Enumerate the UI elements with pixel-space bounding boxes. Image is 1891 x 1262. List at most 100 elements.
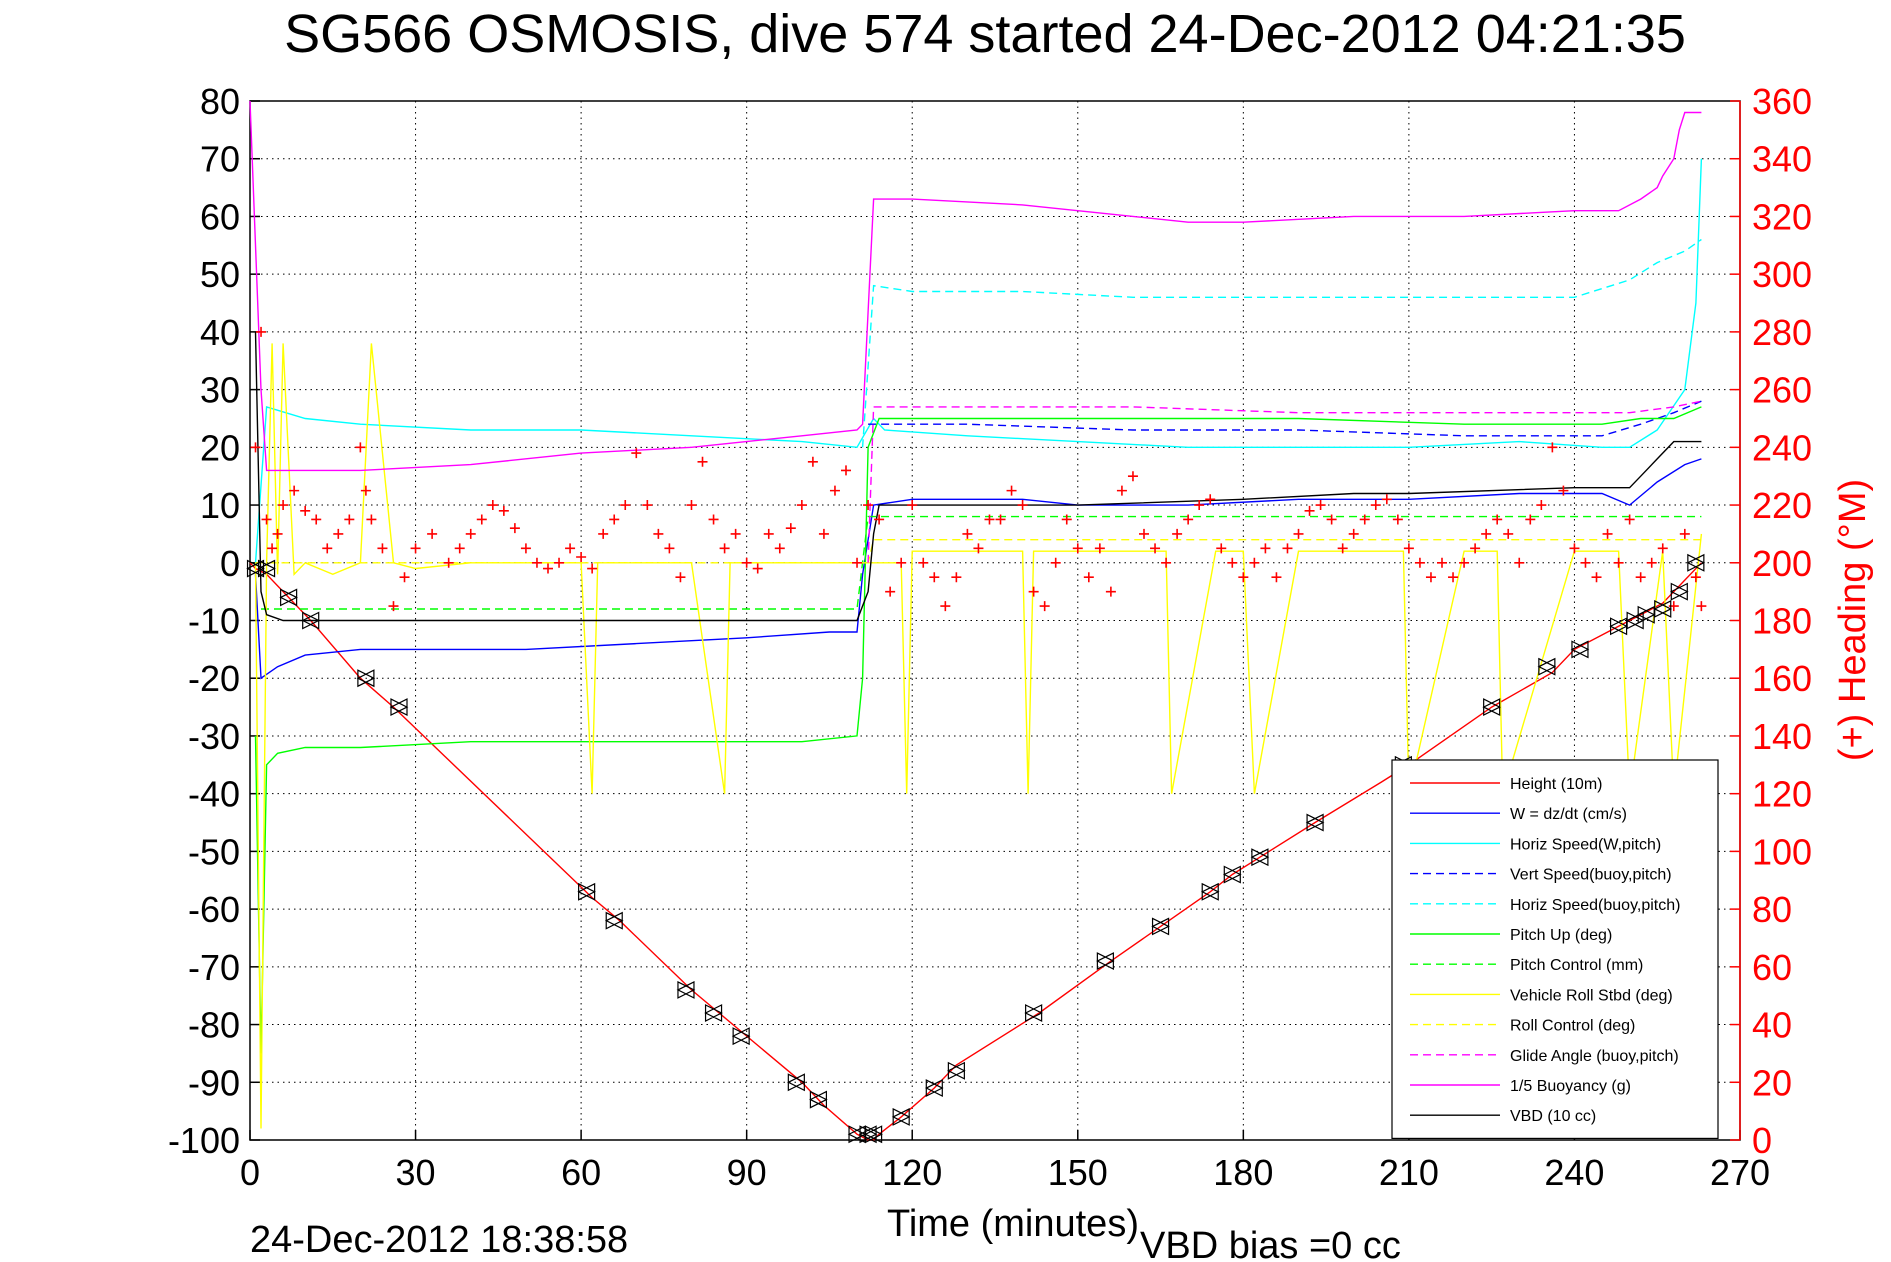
heading-point [686, 500, 697, 511]
heading-point [763, 528, 774, 539]
x-tick-label: 210 [1379, 1152, 1439, 1193]
y-tick-label: -10 [188, 601, 240, 642]
heading-point [520, 543, 531, 554]
x-tick-label: 120 [882, 1152, 942, 1193]
footer-timestamp: 24-Dec-2012 18:38:58 [250, 1219, 628, 1261]
x-axis-label: Time (minutes) [887, 1203, 1139, 1245]
heading-point [719, 543, 730, 554]
x-tick-label: 240 [1544, 1152, 1604, 1193]
heading-point [907, 500, 918, 511]
x-tick-label: 150 [1048, 1152, 1108, 1193]
vbd-marker [676, 980, 696, 999]
heading-point [543, 563, 553, 574]
heading-point [261, 514, 272, 525]
y-tick-label: 0 [220, 543, 240, 584]
heading-point [554, 557, 565, 568]
heading-point [1315, 500, 1326, 511]
series-line-10 [249, 100, 1702, 472]
footer-vbd-bias: VBD bias =0 cc [1140, 1225, 1401, 1262]
vbd-marker [1096, 952, 1115, 971]
heading-point [498, 505, 509, 516]
heading-point [1679, 528, 1690, 539]
vbd-marker [1537, 657, 1557, 676]
heading-point [785, 523, 796, 534]
heading-point [531, 557, 542, 568]
heading-point [896, 557, 907, 568]
y-right-tick-label: 100 [1752, 831, 1812, 872]
heading-point [741, 557, 752, 568]
heading-point [1205, 494, 1216, 505]
y-tick-label: -100 [168, 1120, 240, 1161]
vbd-marker [809, 1090, 828, 1109]
heading-point [1481, 528, 1492, 539]
heading-point [1624, 514, 1635, 525]
legend-label: Roll Control (deg) [1510, 1018, 1635, 1035]
heading-point [1580, 557, 1591, 568]
heading-point [366, 514, 377, 525]
y-tick-label: -90 [188, 1062, 240, 1103]
heading-point [1690, 572, 1701, 583]
y-tick-label: -70 [188, 947, 240, 988]
y-right-tick-label: 220 [1752, 485, 1812, 526]
vbd-marker [604, 911, 624, 930]
heading-point [256, 326, 267, 337]
heading-point [1602, 528, 1613, 539]
heading-point [1127, 471, 1138, 482]
heading-point [995, 514, 1006, 525]
heading-point [1403, 543, 1414, 554]
y-right-tick-label: 20 [1752, 1062, 1792, 1103]
heading-point [587, 563, 598, 574]
y-tick-label: 80 [200, 81, 240, 122]
legend-label: W = dz/dt (cm/s) [1510, 806, 1627, 823]
legend-label: 1/5 Buoyancy (g) [1510, 1078, 1631, 1095]
heading-point [322, 543, 333, 554]
y-right-tick-label: 180 [1752, 601, 1812, 642]
heading-point [399, 572, 410, 583]
heading-point [1437, 557, 1447, 568]
chart-title: SG566 OSMOSIS, dive 574 started 24-Dec-2… [284, 4, 1686, 64]
heading-point [278, 500, 289, 511]
legend-box [1391, 759, 1719, 1139]
heading-point [962, 528, 973, 539]
series-line-2 [254, 158, 1703, 563]
heading-point [675, 572, 686, 583]
heading-point [1083, 572, 1094, 583]
legend-label: Horiz Speed(buoy,pitch) [1510, 897, 1680, 914]
heading-point [1696, 601, 1707, 612]
y-axis-left: 80 70 60 50 40 30 20 10 0 -10 -20 -30 -40 -50 -60 -70 -8… [168, 81, 260, 1161]
heading-point [1039, 601, 1050, 612]
heading-point [1072, 543, 1083, 554]
heading-point [1116, 485, 1127, 496]
heading-point [1304, 505, 1315, 516]
heading-point [631, 448, 642, 459]
vbd-marker [1151, 917, 1170, 936]
x-tick-label: 0 [240, 1152, 260, 1193]
heading-point [885, 586, 896, 597]
heading-point [620, 500, 631, 511]
vbd-marker [924, 1079, 944, 1098]
y-right-tick-label: 260 [1752, 370, 1812, 411]
y-right-tick-label: 140 [1752, 716, 1812, 757]
heading-point [1139, 528, 1149, 539]
heading-point [1050, 557, 1061, 568]
heading-point [664, 543, 675, 554]
heading-point [1470, 543, 1481, 554]
vbd-marker [1686, 553, 1706, 572]
y-tick-label: 30 [200, 370, 240, 411]
x-tick-label: 270 [1710, 1152, 1770, 1193]
heading-point [487, 500, 498, 511]
series-line-7 [254, 343, 1703, 1129]
heading-point [1271, 572, 1282, 583]
vbd-marker [1570, 640, 1590, 659]
legend-label: Vert Speed(buoy,pitch) [1510, 867, 1672, 884]
heading-point [1293, 528, 1304, 539]
y-axis-right-label: (+) Heading (°M) [1832, 479, 1874, 761]
vbd-marker [279, 588, 298, 607]
y-tick-label: -20 [188, 658, 240, 699]
heading-point [1547, 442, 1558, 453]
heading-point [388, 601, 399, 612]
series-line-1 [254, 458, 1702, 680]
series-line-5 [254, 406, 1702, 1054]
vbd-marker [257, 559, 276, 578]
legend-label: VBD (10 cc) [1510, 1108, 1596, 1125]
